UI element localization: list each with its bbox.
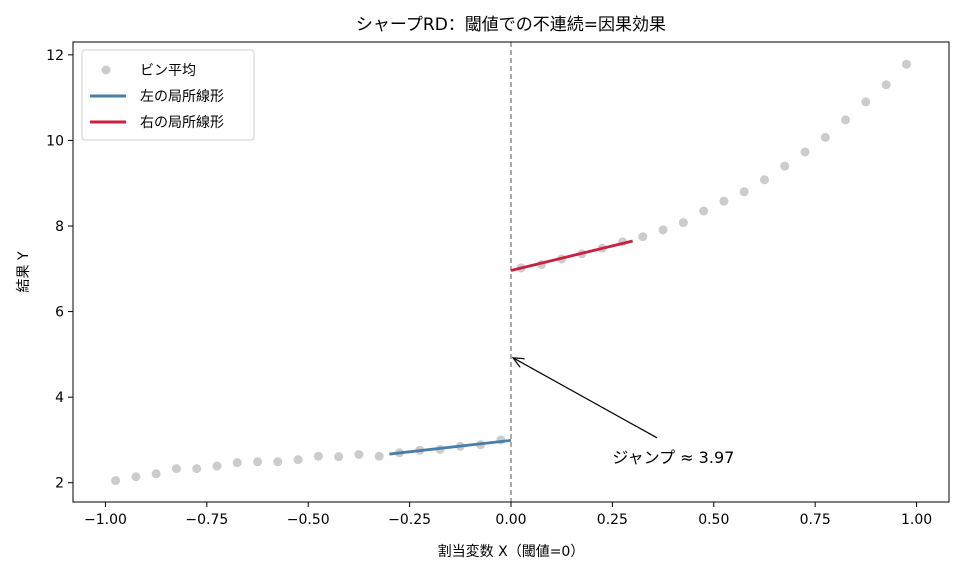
legend-marker-bins: [101, 65, 111, 75]
bin-mean-point: [171, 464, 181, 474]
bin-mean-point: [151, 469, 161, 479]
y-tick-label: 10: [46, 133, 64, 149]
bin-mean-point: [192, 464, 202, 474]
jump-label: ジャンプ ≈ 3.97: [612, 448, 734, 467]
legend-label-left-fit: 左の局所線形: [140, 89, 224, 105]
bin-mean-point: [131, 472, 141, 482]
bin-mean-point: [354, 450, 364, 460]
x-tick-label: 0.75: [800, 512, 831, 528]
plot-area: [111, 42, 911, 502]
y-tick-label: 12: [46, 48, 64, 64]
legend-label-right-fit: 右の局所線形: [140, 115, 224, 131]
bin-mean-point: [374, 451, 384, 461]
x-tick-label: −0.50: [287, 512, 330, 528]
bin-mean-point: [699, 206, 709, 216]
x-tick-label: 0.50: [698, 512, 729, 528]
bin-mean-point: [881, 80, 891, 90]
bin-mean-point: [719, 196, 729, 206]
x-axis: −1.00 −0.75 −0.50 −0.25 0.00 0.25 0.50 0.75 1.00: [84, 502, 932, 528]
y-axis-label: 結果 Y: [16, 251, 32, 292]
jump-arrow: [513, 358, 658, 439]
legend-label-bins: ビン平均: [140, 63, 196, 79]
bin-mean-point: [638, 232, 648, 242]
bin-mean-point: [739, 187, 749, 197]
bin-mean-point: [232, 458, 242, 468]
y-tick-label: 6: [55, 305, 64, 321]
y-axis: 2 4 6 8 10 12: [46, 48, 73, 492]
legend-box: [81, 49, 255, 141]
right-fit-line: [510, 239, 633, 272]
jump-annotation: ジャンプ ≈ 3.97: [513, 358, 734, 467]
bin-mean-point: [658, 225, 668, 235]
x-axis-label: 割当変数 X（閾値=0）: [438, 543, 585, 560]
bin-mean-point: [800, 147, 810, 157]
y-tick-label: 2: [55, 476, 64, 492]
bin-mean-point: [841, 115, 851, 125]
bin-mean-point: [253, 457, 263, 467]
bin-mean-point: [111, 476, 121, 486]
bin-mean-point: [861, 97, 871, 107]
bin-mean-point: [759, 175, 769, 185]
y-tick-label: 4: [55, 390, 64, 406]
x-tick-label: −0.25: [388, 512, 431, 528]
x-tick-label: 1.00: [901, 512, 932, 528]
y-tick-label: 8: [55, 219, 64, 235]
legend: ビン平均 左の局所線形 右の局所線形: [81, 49, 255, 141]
x-tick-label: −0.75: [185, 512, 228, 528]
chart-title: シャープRD：閾値での不連続=因果効果: [356, 15, 666, 35]
x-tick-label: 0.00: [495, 512, 526, 528]
bin-mean-point: [334, 452, 344, 462]
left-fit-line: [389, 438, 512, 456]
bin-mean-point: [820, 132, 830, 142]
x-tick-label: 0.25: [597, 512, 628, 528]
bin-mean-point: [901, 59, 911, 69]
bin-mean-point: [780, 161, 790, 171]
bin-mean-point: [678, 218, 688, 228]
bin-mean-point: [313, 451, 323, 461]
bin-mean-point: [273, 457, 283, 467]
bin-mean-point: [293, 455, 303, 465]
bin-mean-point: [212, 461, 222, 471]
x-tick-label: −1.00: [84, 512, 127, 528]
